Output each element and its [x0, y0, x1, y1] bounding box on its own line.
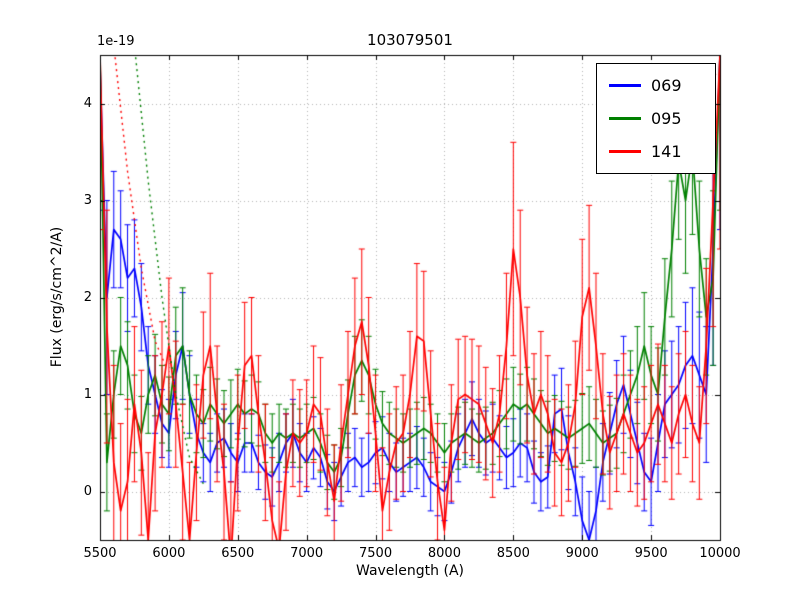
legend-item-141: 141: [597, 135, 715, 168]
x-tick-label: 6500: [221, 546, 255, 561]
x-tick-label: 7000: [290, 546, 324, 561]
y-tick-label: 4: [83, 95, 92, 111]
legend-item-069: 069: [597, 69, 715, 102]
x-tick-label: 9000: [565, 546, 599, 561]
x-tick-labels: 5500 6000 6500 7000 7500 8000 8500 9000 9500 1000…: [0, 546, 800, 566]
x-tick-label: 5500: [83, 546, 117, 561]
x-tick-label: 8500: [496, 546, 530, 561]
x-tick-label: 10000: [699, 546, 741, 561]
legend-item-095: 095: [597, 102, 715, 135]
legend-label-095: 095: [651, 109, 682, 128]
legend-line-green-icon: [609, 117, 641, 120]
x-axis-label: Wavelength (A): [355, 563, 465, 579]
legend-line-red-icon: [609, 150, 641, 153]
y-tick-label: 1: [83, 386, 92, 402]
plot-title: 103079501: [367, 31, 453, 49]
legend: 069 095 141: [596, 63, 716, 174]
x-tick-label: 9500: [634, 546, 668, 561]
legend-line-blue-icon: [609, 84, 641, 87]
y-tick-label: 3: [83, 192, 92, 208]
y-tick-label: 2: [83, 289, 92, 305]
x-tick-label: 7500: [359, 546, 393, 561]
legend-label-141: 141: [651, 142, 682, 161]
x-tick-label: 8000: [427, 546, 461, 561]
y-tick-labels: 0 1 2 3 4: [0, 0, 94, 600]
legend-label-069: 069: [651, 76, 682, 95]
y-axis-offset-label: 1e-19: [97, 34, 135, 49]
x-tick-label: 6000: [152, 546, 186, 561]
y-tick-label: 0: [83, 483, 92, 499]
